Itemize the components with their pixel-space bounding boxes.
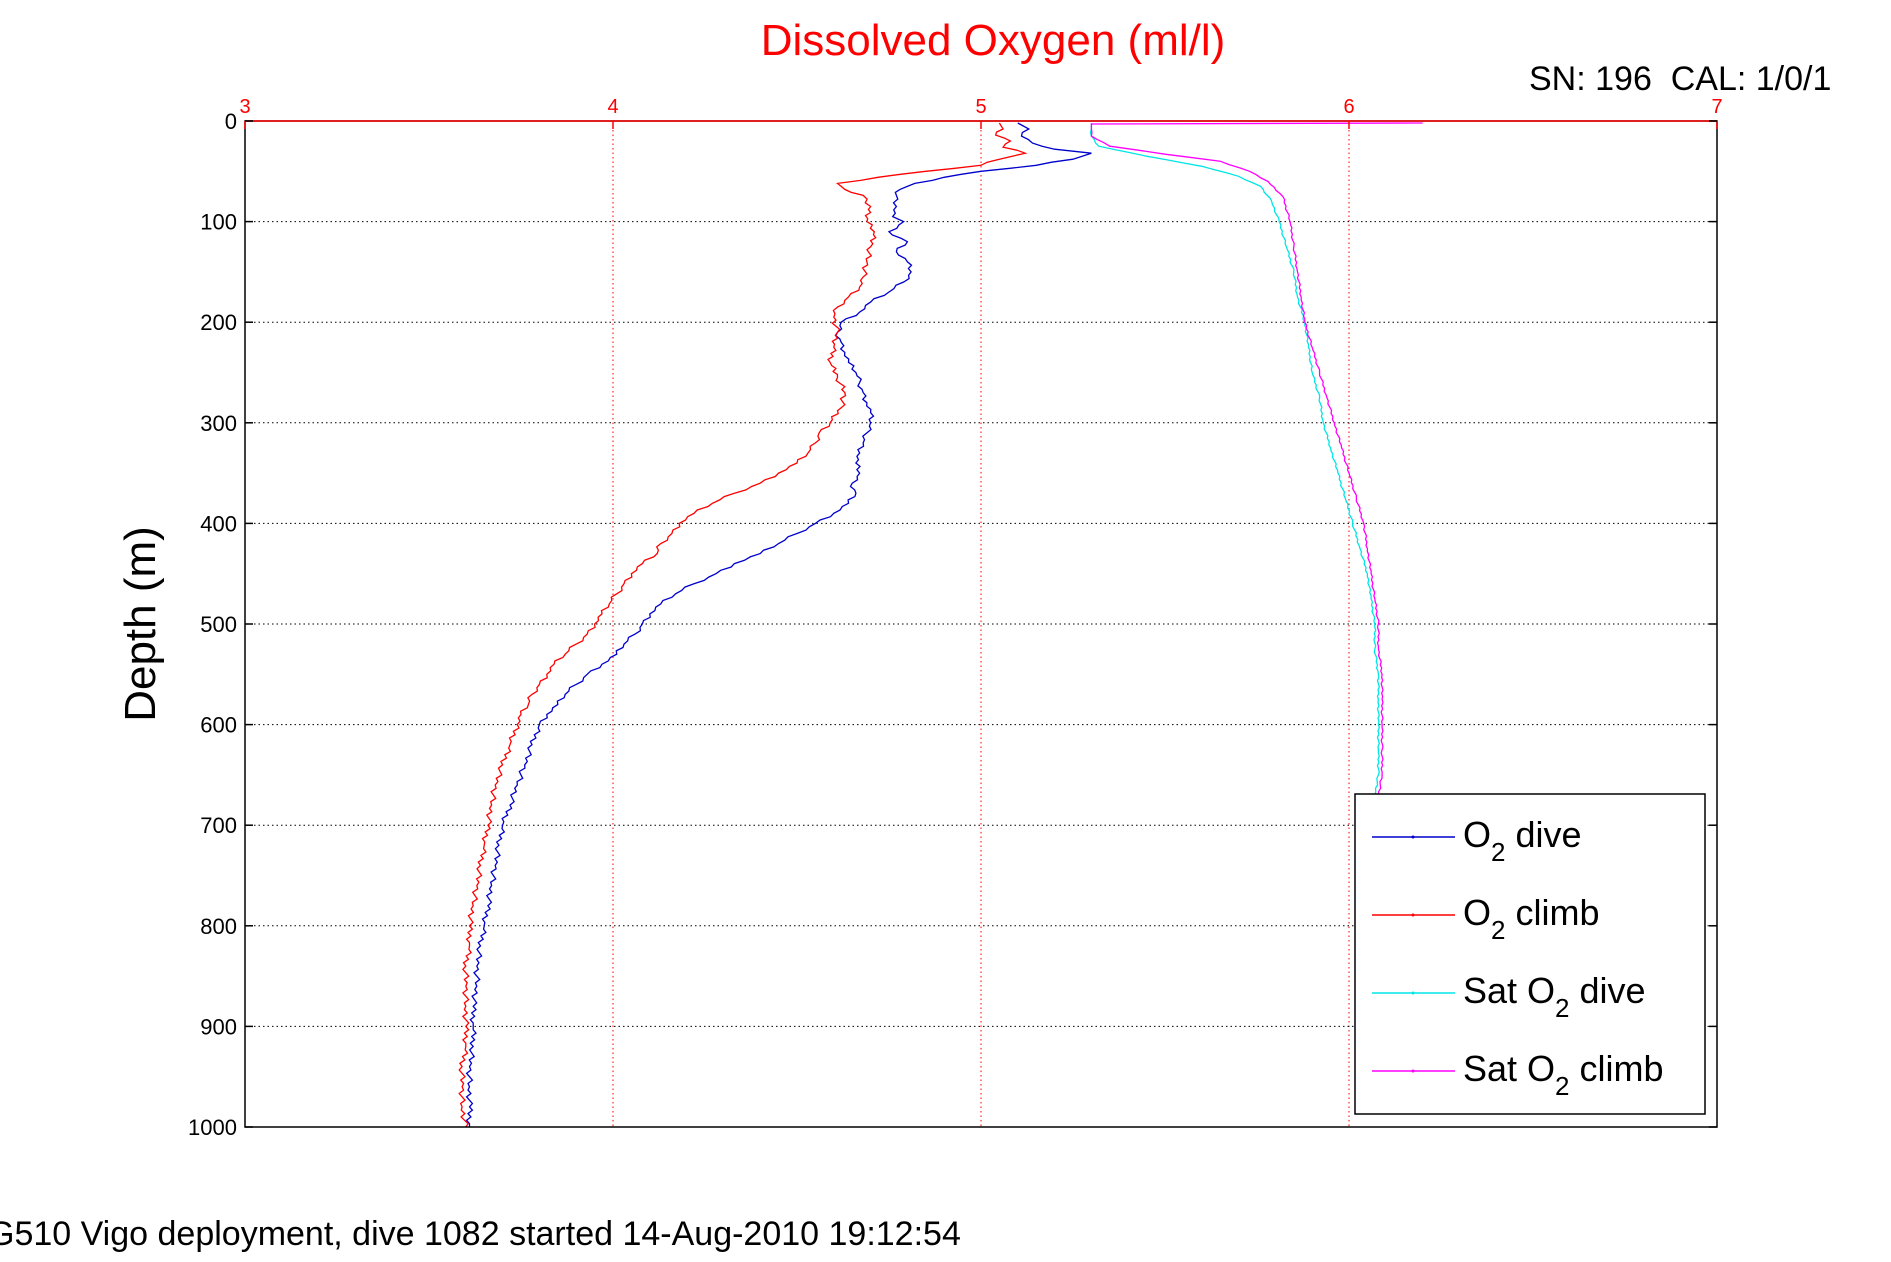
x-tick-label: 7 [1711,96,1722,118]
legend-label-main: Sat O [1463,970,1555,1011]
legend-label-main: O [1463,814,1491,855]
y-tick-label: 100 [200,210,237,235]
legend-label: O2 climb [1463,892,1600,945]
chart-title: Dissolved Oxygen (ml/l) [761,16,1226,65]
legend-marker [1411,913,1415,917]
x-tick-label: 4 [607,96,618,118]
legend-label-subscript: 2 [1491,837,1505,867]
y-tick-label: 800 [200,914,237,939]
legend-label-rest: climb [1505,892,1599,933]
y-tick-label: 300 [200,411,237,436]
footer-caption: G510 Vigo deployment, dive 1082 started … [0,1215,961,1253]
legend-label: Sat O2 climb [1463,1048,1664,1101]
grid [245,121,1717,1127]
legend-label-rest: dive [1505,814,1581,855]
legend-label: O2 dive [1463,814,1582,867]
legend-label-main: O [1463,892,1491,933]
legend-label-subscript: 2 [1491,915,1505,945]
y-tick-label: 400 [200,511,237,536]
y-tick-label: 700 [200,813,237,838]
legend-label-main: Sat O [1463,1048,1555,1089]
y-tick-label: 200 [200,310,237,335]
legend-label-subscript: 2 [1555,993,1569,1023]
y-tick-label: 900 [200,1014,237,1039]
legend-label-rest: dive [1570,970,1646,1011]
series-line-o2-climb [458,122,1028,1128]
x-tick-label: 5 [975,96,986,118]
y-tick-label: 600 [200,713,237,738]
y-tick-label: 1000 [188,1115,237,1140]
legend-label-rest: climb [1570,1048,1664,1089]
axis-ticks: 3 4 5 6 7 0 100 200 300 400 500 600 700 800 900 1000 [188,96,1723,1140]
y-tick-label: 500 [200,612,237,637]
y-tick-label: 0 [225,109,237,134]
series-line-sat-o2-climb [1090,122,1423,796]
x-tick-label: 3 [239,96,250,118]
y-axis-label: Depth (m) [116,526,165,722]
series-line-sat-o2-dive [1089,123,1380,796]
legend-marker [1411,835,1415,839]
legend-box [1354,793,1706,1115]
x-tick-label: 6 [1343,96,1354,118]
series-line-o2-dive [465,122,1092,1127]
legend-marker [1411,1069,1415,1073]
legend-label: Sat O2 dive [1463,970,1646,1023]
legend-marker [1411,991,1415,995]
series-group [458,122,1423,1128]
serial-cal-label: SN: 196 CAL: 1/0/1 [1529,60,1831,98]
legend-label-subscript: 2 [1555,1071,1569,1101]
